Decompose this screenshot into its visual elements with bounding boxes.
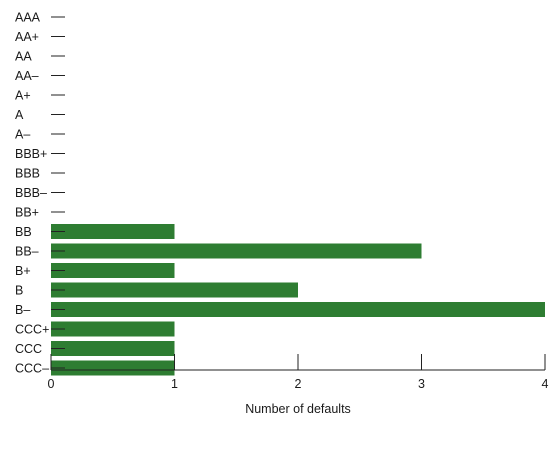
y-tick-label: BB+ — [15, 206, 39, 220]
y-tick-label: CCC — [15, 342, 42, 356]
bars-group — [51, 224, 545, 376]
y-tick-label: CCC– — [15, 362, 49, 376]
y-tick-label: BB– — [15, 245, 39, 259]
y-tick-label: B– — [15, 303, 30, 317]
bar — [51, 282, 298, 298]
bar — [51, 321, 175, 337]
bar — [51, 360, 175, 376]
y-tick-label: BB — [15, 225, 32, 239]
y-tick-label: AA– — [15, 69, 39, 83]
y-tick-label: BBB– — [15, 186, 47, 200]
x-tick-label: 0 — [48, 377, 55, 391]
x-tick-label: 1 — [171, 377, 178, 391]
y-tick-label: A+ — [15, 89, 31, 103]
bar — [51, 243, 422, 259]
x-tick-label: 3 — [418, 377, 425, 391]
bar — [51, 224, 175, 239]
bar — [51, 302, 545, 317]
y-tick-label: BBB+ — [15, 147, 47, 161]
y-tick-label: AA+ — [15, 30, 39, 44]
y-tick-label: A– — [15, 128, 30, 142]
y-tick-label: BBB — [15, 167, 40, 181]
x-axis-title: Number of defaults — [245, 402, 351, 416]
bar — [51, 341, 175, 356]
x-tick-label: 4 — [542, 377, 549, 391]
bar — [51, 263, 175, 278]
y-tick-label: CCC+ — [15, 323, 49, 337]
y-tick-label: B+ — [15, 264, 31, 278]
y-tick-label: A — [15, 108, 24, 122]
y-axis: AAAAA+AAAA–A+AA–BBB+BBBBBB–BB+BBBB–B+BB–… — [15, 11, 65, 376]
y-tick-label: AAA — [15, 11, 41, 25]
y-tick-label: AA — [15, 50, 32, 64]
x-axis: 0 1 2 3 4 — [48, 354, 549, 391]
y-tick-label: B — [15, 284, 23, 298]
x-tick-label: 2 — [295, 377, 302, 391]
